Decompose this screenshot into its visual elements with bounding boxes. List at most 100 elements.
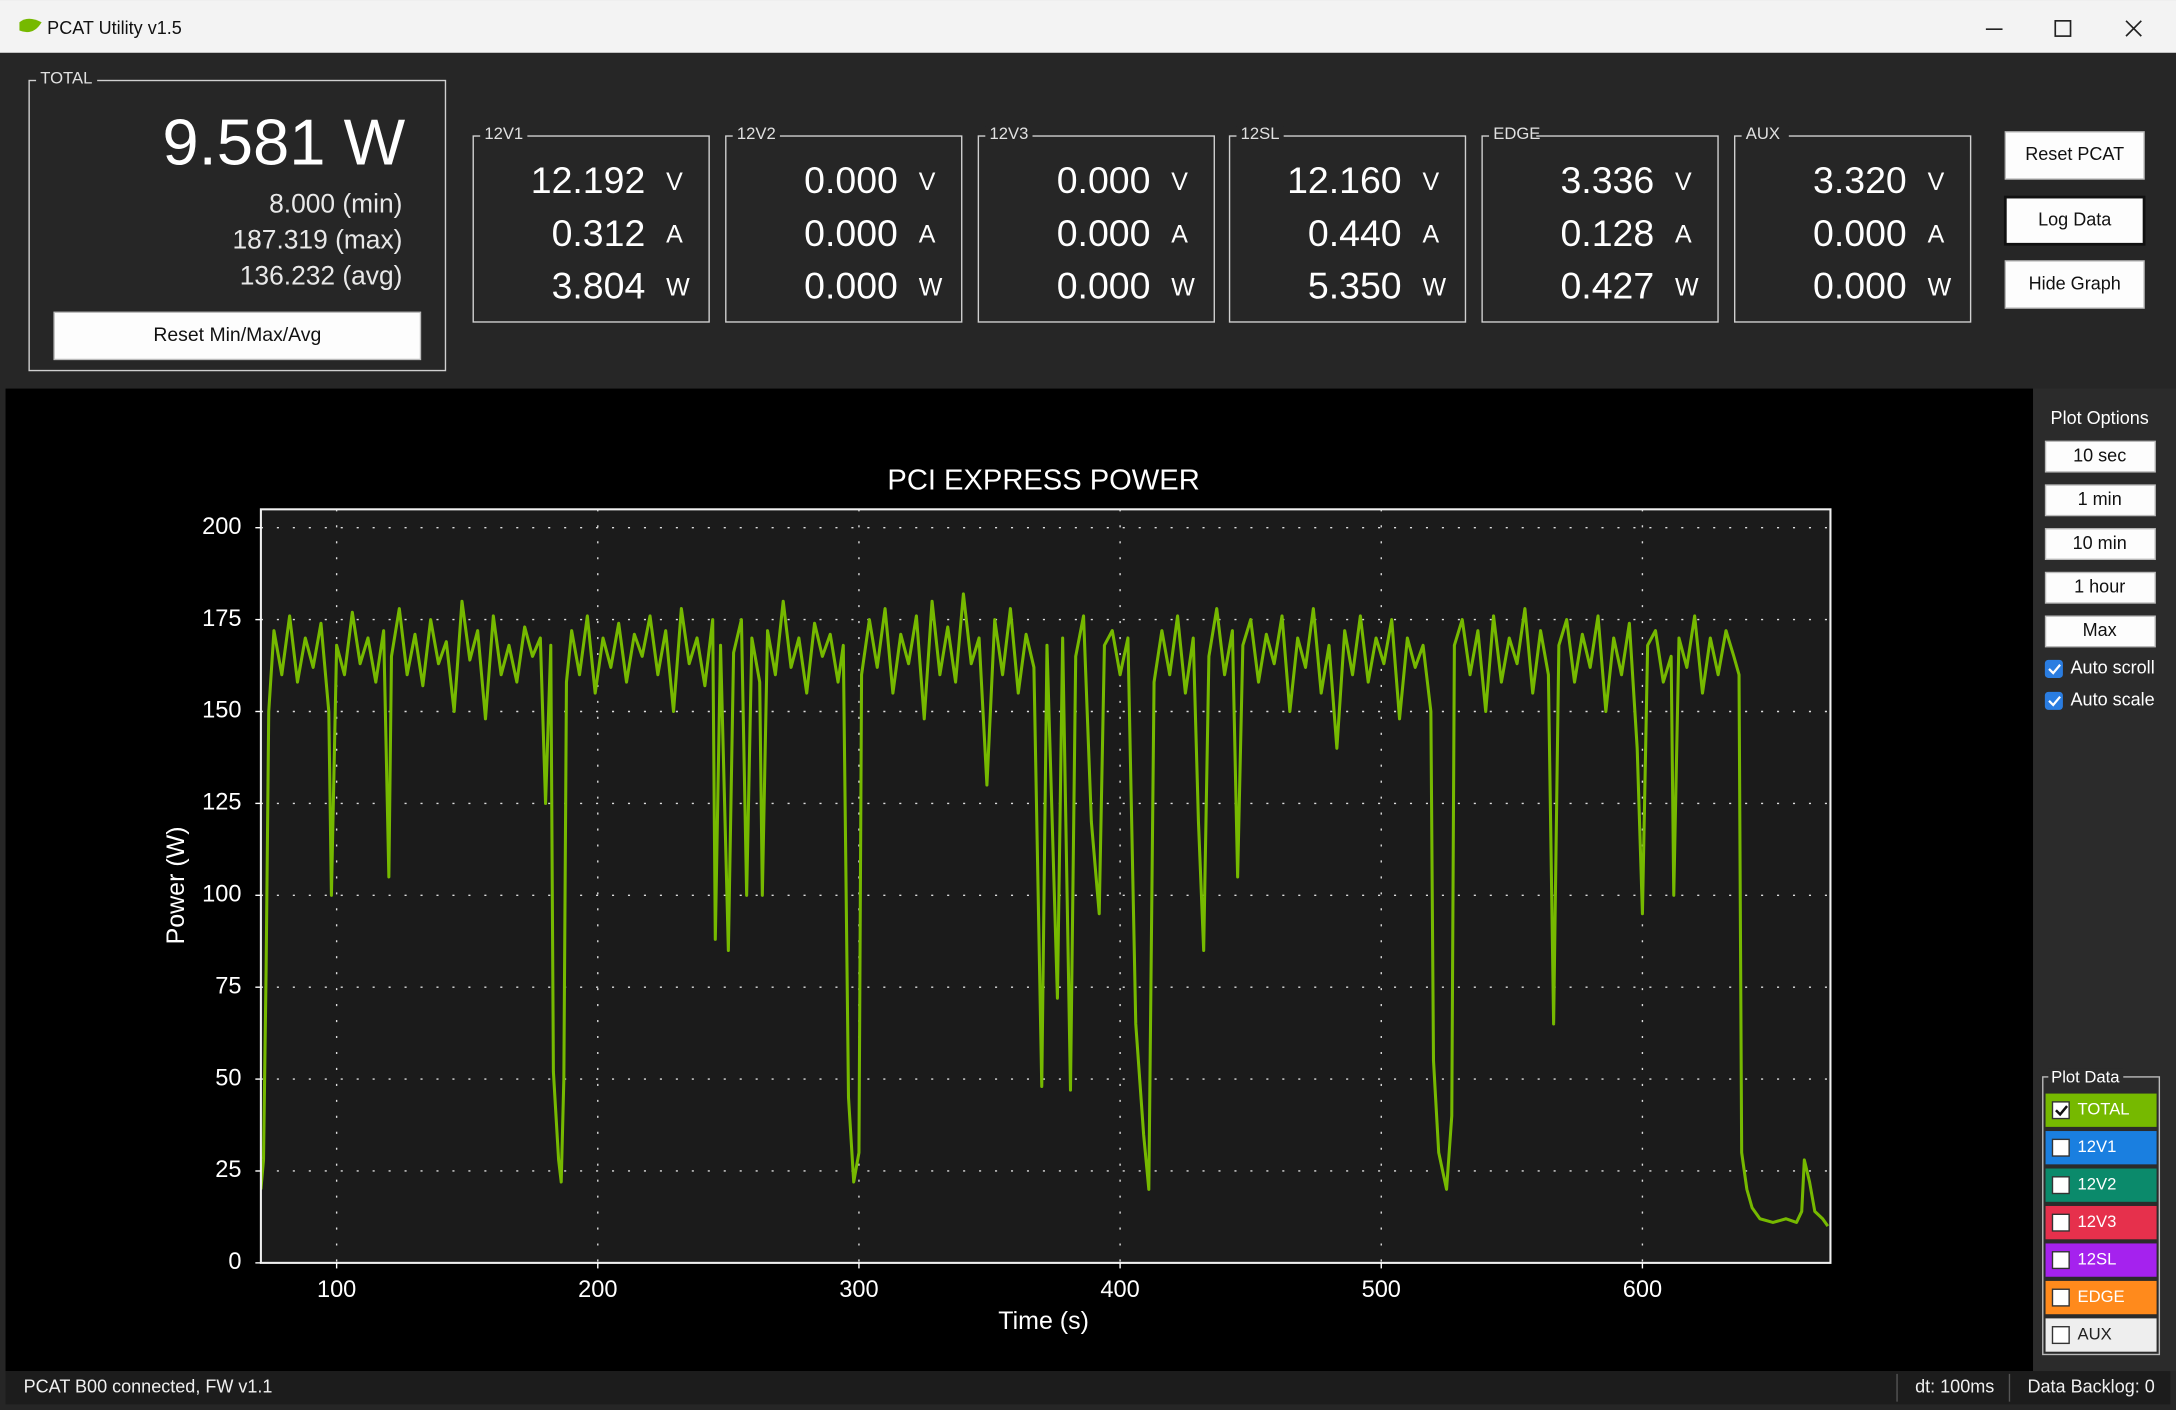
plot-border [259, 508, 1832, 1264]
checkbox[interactable] [2051, 1326, 2070, 1345]
plot-data-label[interactable]: 12V1 [2077, 1137, 2116, 1156]
x-axis-label: Time (s) [998, 1307, 1089, 1335]
channel-voltage: 3.320 [1813, 159, 1907, 201]
label-background [36, 69, 98, 89]
app-icon [19, 18, 42, 33]
channel-box [1734, 135, 1972, 323]
plot-data-label[interactable]: AUX [2077, 1324, 2111, 1343]
y-tick-label: 100 [202, 881, 241, 907]
checkbox[interactable] [2044, 691, 2063, 710]
plot-data-label[interactable]: 12V2 [2077, 1175, 2116, 1194]
channel-box [472, 135, 710, 323]
checkbox[interactable] [2051, 1251, 2070, 1270]
unit-label: V [666, 168, 683, 196]
channel-name: 12V3 [989, 124, 1028, 143]
window-title: PCAT Utility v1.5 [47, 18, 182, 38]
plot-data-label[interactable]: TOTAL [2077, 1100, 2129, 1119]
reset-min-max-button[interactable] [53, 311, 422, 361]
channel-current: 0.128 [1560, 212, 1654, 254]
total-max: 187.319 (max) [232, 224, 402, 254]
unit-label: W [1422, 273, 1446, 301]
channel-name: 12V2 [737, 124, 776, 143]
total-label: TOTAL [40, 69, 92, 88]
range-button-label[interactable]: 10 min [2073, 533, 2127, 553]
checkbox[interactable] [2051, 1176, 2070, 1195]
channel-name: 12V1 [484, 124, 523, 143]
connection-status: PCAT B00 connected, FW v1.1 [24, 1377, 273, 1397]
x-tick-label: 200 [578, 1276, 617, 1302]
range-button[interactable] [2044, 571, 2156, 604]
channel-voltage: 0.000 [1057, 159, 1151, 201]
close-button[interactable] [2125, 20, 2142, 37]
checkbox[interactable] [2044, 659, 2063, 678]
y-tick-label: 75 [215, 972, 241, 998]
action-button-label[interactable]: Reset PCAT [2025, 144, 2124, 164]
checkbox-label[interactable]: Auto scroll [2071, 658, 2155, 678]
range-button[interactable] [2044, 440, 2156, 473]
y-tick-label: 50 [215, 1064, 241, 1090]
checkbox[interactable] [2051, 1138, 2070, 1157]
channel-current: 0.440 [1308, 212, 1402, 254]
channel-power: 0.000 [1813, 265, 1907, 307]
channel-box [977, 135, 1215, 323]
checkbox[interactable] [2051, 1288, 2070, 1307]
unit-label: W [919, 273, 943, 301]
plot-options-title: Plot Options [2051, 408, 2149, 428]
unit-label: A [1171, 221, 1188, 249]
maximize-button[interactable] [2054, 20, 2072, 37]
range-button-label[interactable]: 10 sec [2073, 445, 2126, 465]
range-button[interactable] [2044, 484, 2156, 517]
x-tick-label: 100 [317, 1276, 356, 1302]
dt-status: dt: 100ms [1915, 1377, 1994, 1397]
y-axis-label: Power (W) [162, 826, 190, 944]
x-tick-label: 600 [1623, 1276, 1662, 1302]
range-button-label[interactable]: Max [2083, 620, 2117, 640]
plot-data-label[interactable]: 12SL [2077, 1249, 2116, 1268]
total-min: 8.000 (min) [269, 188, 402, 218]
action-button-label[interactable]: Hide Graph [2029, 273, 2121, 293]
channel-voltage: 0.000 [804, 159, 898, 201]
checkbox[interactable] [2051, 1101, 2070, 1120]
range-button[interactable] [2044, 615, 2156, 648]
unit-label: V [1171, 168, 1188, 196]
unit-label: W [1675, 273, 1699, 301]
status-bar [5, 1371, 2171, 1405]
action-button[interactable] [2003, 195, 2146, 246]
check-mark [2048, 664, 2061, 675]
label-background [2048, 1068, 2124, 1086]
channel-name: 12SL [1241, 124, 1280, 143]
action-button-label[interactable]: Log Data [2038, 209, 2112, 229]
checkbox[interactable] [2051, 1213, 2070, 1232]
channel-name: EDGE [1493, 124, 1540, 143]
y-tick-label: 175 [202, 605, 241, 631]
range-button-label[interactable]: 1 min [2078, 489, 2122, 509]
check-mark [2048, 695, 2061, 707]
label-background [985, 126, 1033, 145]
unit-label: V [1928, 168, 1945, 196]
unit-label: V [1422, 168, 1439, 196]
checkbox-label[interactable]: Auto scale [2071, 690, 2155, 710]
y-tick-label: 125 [202, 789, 241, 815]
reset-min-max-label[interactable]: Reset Min/Max/Avg [153, 324, 321, 346]
x-tick-label: 300 [839, 1276, 878, 1302]
channel-current: 0.000 [1813, 212, 1907, 254]
unit-label: A [919, 221, 936, 249]
channel-voltage: 12.160 [1287, 159, 1402, 201]
plot-data-label[interactable]: 12V3 [2077, 1212, 2116, 1231]
channel-current: 0.000 [1057, 212, 1151, 254]
plot-data-label[interactable]: EDGE [2077, 1287, 2124, 1306]
unit-label: A [1422, 221, 1439, 249]
y-tick-label: 150 [202, 697, 241, 723]
check-mark [2055, 1105, 2069, 1117]
channel-current: 0.312 [552, 212, 646, 254]
action-button[interactable] [2004, 131, 2145, 180]
channel-box [725, 135, 963, 323]
x-tick-label: 500 [1362, 1276, 1401, 1302]
range-button-label[interactable]: 1 hour [2074, 577, 2125, 597]
chart-title: PCI EXPRESS POWER [887, 464, 1199, 496]
range-button[interactable] [2044, 528, 2156, 560]
plot-data-title: Plot Data [2051, 1068, 2120, 1087]
action-button[interactable] [2004, 260, 2145, 309]
